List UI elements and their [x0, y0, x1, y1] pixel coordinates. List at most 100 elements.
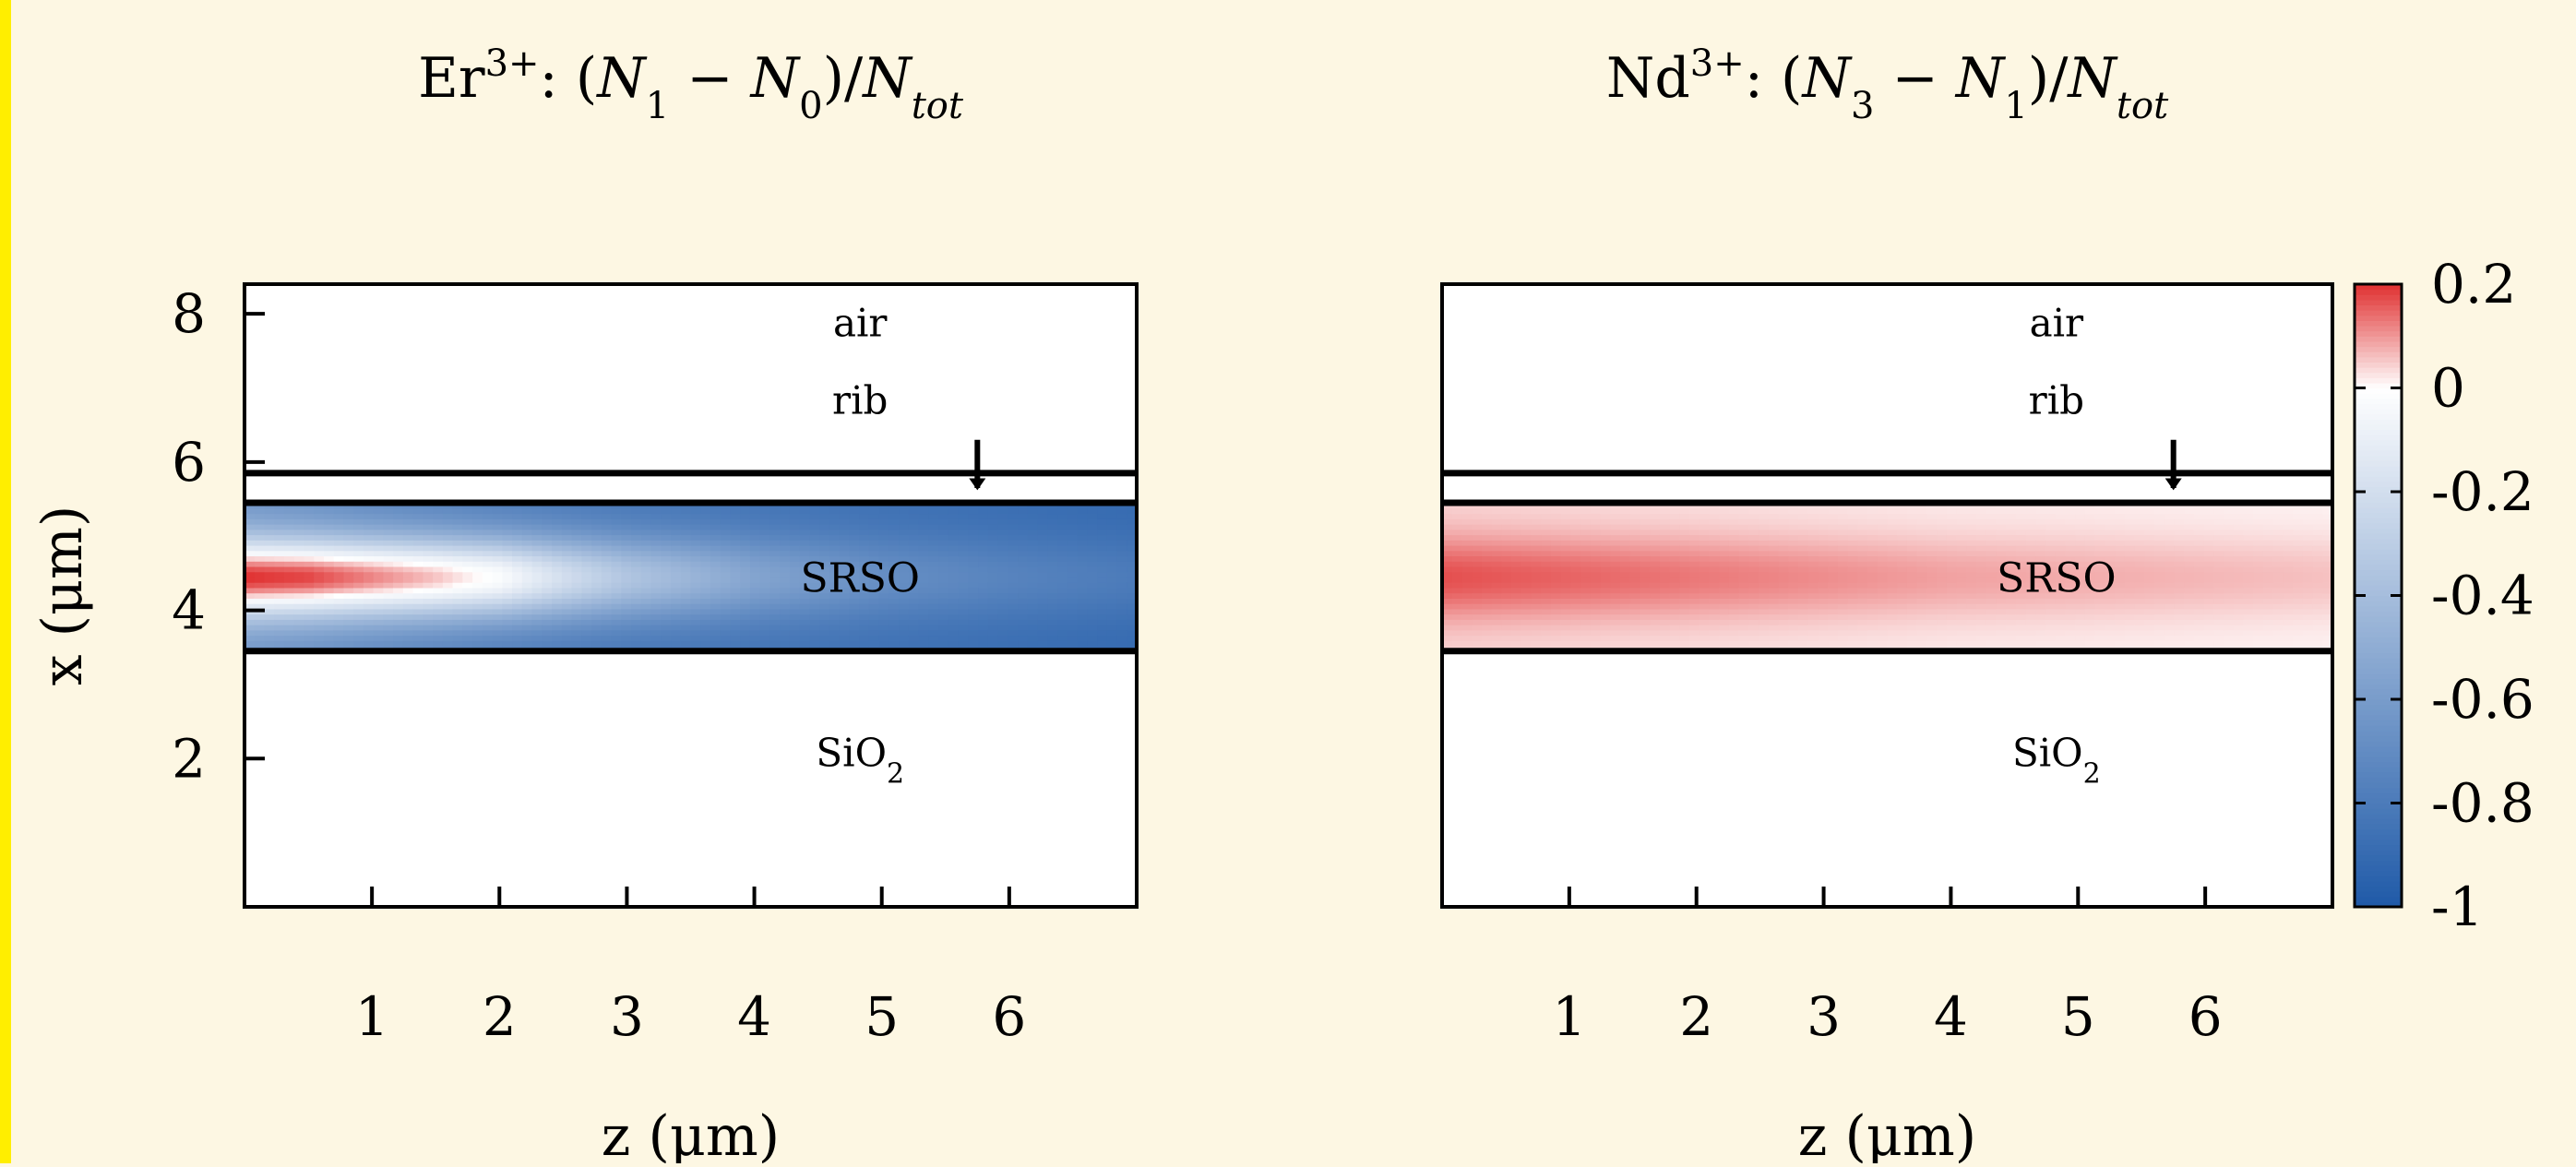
- heatmap-cell: [1670, 530, 1680, 535]
- heatmap-cell: [1601, 545, 1611, 551]
- heatmap-cell: [274, 534, 284, 540]
- heatmap-cell: [621, 572, 631, 578]
- heatmap-cell: [1878, 582, 1888, 588]
- heatmap-cell: [2115, 551, 2125, 556]
- heatmap-cell: [769, 609, 780, 614]
- heatmap-cell: [1779, 598, 1789, 603]
- heatmap-cell: [988, 540, 998, 545]
- heatmap-cell: [1966, 588, 1976, 593]
- heatmap-cell: [1957, 577, 1967, 582]
- heatmap-cell: [2115, 614, 2125, 620]
- heatmap-cell: [423, 518, 433, 524]
- heatmap-cell: [1838, 619, 1848, 625]
- heatmap-cell: [374, 598, 384, 603]
- heatmap-cell: [502, 619, 512, 625]
- heatmap-cell: [1107, 619, 1117, 625]
- heatmap-cell: [769, 545, 780, 551]
- heatmap-cell: [502, 630, 512, 636]
- heatmap-cell: [562, 598, 572, 603]
- heatmap-cell: [1107, 625, 1117, 630]
- heatmap-cell: [1719, 518, 1729, 524]
- heatmap-cell: [1640, 609, 1650, 614]
- heatmap-cell: [294, 619, 304, 625]
- heatmap-cell: [840, 524, 850, 530]
- heatmap-cell: [1620, 518, 1630, 524]
- heatmap-cell: [2075, 636, 2085, 641]
- heatmap-cell: [472, 572, 483, 578]
- heatmap-cell: [1551, 524, 1561, 530]
- heatmap-cell: [343, 603, 353, 609]
- heatmap-cell: [2184, 614, 2194, 620]
- heatmap-cell: [840, 534, 850, 540]
- heatmap-cell: [1917, 508, 1927, 514]
- heatmap-cell: [1729, 524, 1739, 530]
- heatmap-cell: [443, 603, 453, 609]
- heatmap-cell: [899, 625, 909, 630]
- heatmap-cell: [1570, 534, 1580, 540]
- heatmap-cell: [1028, 625, 1038, 630]
- heatmap-cell: [740, 614, 750, 620]
- heatmap-cell: [1679, 640, 1689, 646]
- heatmap-cell: [2184, 545, 2194, 551]
- heatmap-cell: [1937, 566, 1947, 572]
- heatmap-cell: [1699, 566, 1710, 572]
- heatmap-cell: [1798, 625, 1808, 630]
- heatmap-cell: [2135, 551, 2145, 556]
- heatmap-cell: [1867, 603, 1878, 609]
- heatmap-cell: [1107, 524, 1117, 530]
- heatmap-cell: [2224, 630, 2234, 636]
- heatmap-cell: [483, 545, 493, 551]
- heatmap-cell: [1699, 540, 1710, 545]
- heatmap-cell: [760, 598, 770, 603]
- heatmap-cell: [1601, 530, 1611, 535]
- heatmap-cell: [2135, 625, 2145, 630]
- heatmap-cell: [671, 614, 681, 620]
- heatmap-cell: [2234, 518, 2244, 524]
- heatmap-cell: [2006, 619, 2016, 625]
- heatmap-cell: [1670, 540, 1680, 545]
- heatmap-cell: [899, 530, 909, 535]
- heatmap-cell: [2204, 636, 2214, 641]
- heatmap-cell: [769, 619, 780, 625]
- heatmap-cell: [1976, 609, 1986, 614]
- heatmap-cell: [1679, 545, 1689, 551]
- heatmap-cell: [671, 545, 681, 551]
- heatmap-cell: [1630, 593, 1640, 599]
- heatmap-cell: [2253, 588, 2263, 593]
- heatmap-cell: [1679, 603, 1689, 609]
- heatmap-cell: [661, 534, 671, 540]
- heatmap-cell: [1947, 640, 1957, 646]
- heatmap-cell: [1986, 636, 1997, 641]
- heatmap-cell: [433, 598, 443, 603]
- heatmap-cell: [819, 540, 829, 545]
- heatmap-cell: [581, 524, 591, 530]
- heatmap-cell: [1917, 593, 1927, 599]
- heatmap-cell: [2026, 640, 2036, 646]
- heatmap-cell: [2006, 530, 2016, 535]
- heatmap-cell: [1748, 588, 1759, 593]
- heatmap-cell: [938, 540, 948, 545]
- heatmap-cell: [462, 572, 472, 578]
- heatmap-cell: [710, 593, 721, 599]
- heatmap-cell: [1719, 566, 1729, 572]
- heatmap-cell: [1630, 540, 1640, 545]
- heatmap-cell: [651, 577, 662, 582]
- heatmap-cell: [681, 530, 691, 535]
- heatmap-cell: [998, 566, 1008, 572]
- heatmap-cell: [1492, 545, 1502, 551]
- heatmap-cell: [988, 640, 998, 646]
- heatmap-cell: [869, 518, 879, 524]
- heatmap-cell: [1501, 609, 1511, 614]
- heatmap-cell: [710, 630, 721, 636]
- heatmap-cell: [1067, 518, 1078, 524]
- heatmap-cell: [1828, 593, 1838, 599]
- heatmap-cell: [988, 619, 998, 625]
- heatmap-cell: [1719, 593, 1729, 599]
- heatmap-cell: [334, 630, 344, 636]
- heatmap-cell: [769, 561, 780, 566]
- heatmap-cell: [1650, 540, 1660, 545]
- heatmap-cell: [819, 603, 829, 609]
- heatmap-cell: [1966, 636, 1976, 641]
- heatmap-cell: [314, 598, 324, 603]
- heatmap-cell: [750, 534, 760, 540]
